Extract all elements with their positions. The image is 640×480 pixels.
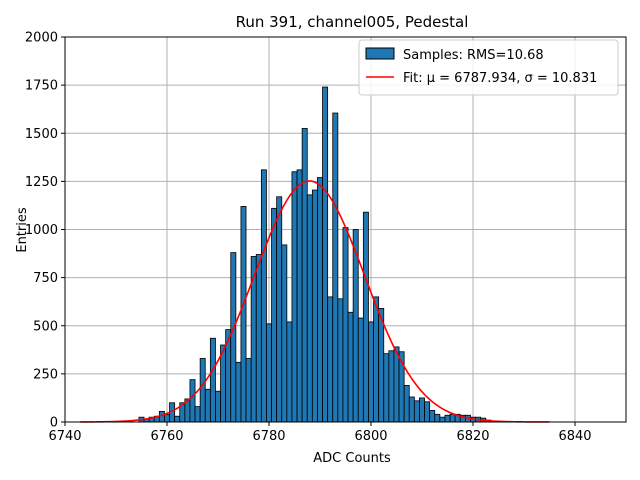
x-tick-label: 6820 <box>456 429 489 444</box>
histogram-bar <box>413 400 420 423</box>
histogram-bar <box>296 169 303 423</box>
y-axis-label: Entries <box>15 207 30 253</box>
histogram-bar <box>158 411 165 423</box>
histogram-bar <box>245 358 252 423</box>
y-tick-label: 500 <box>33 319 58 334</box>
histogram-bar <box>215 390 221 423</box>
x-tick-label: 6800 <box>354 429 387 444</box>
x-tick-label: 6840 <box>558 429 591 444</box>
histogram-bar <box>408 396 415 423</box>
histogram-bar <box>204 388 211 423</box>
legend-histogram-swatch <box>365 47 395 60</box>
histogram-bar <box>230 252 237 423</box>
chart-title: Run 391, channel005, Pedestal <box>236 13 469 31</box>
histogram-bar <box>378 308 385 423</box>
legend-fit-label: Fit: μ = 6787.934, σ = 10.831 <box>403 71 597 86</box>
histogram-bar <box>235 361 242 423</box>
histogram-bar <box>306 194 313 423</box>
x-tick-label: 6780 <box>252 429 285 444</box>
x-tick-label: 6740 <box>48 429 81 444</box>
histogram-bar <box>286 321 293 423</box>
legend: Samples: RMS=10.68 Fit: μ = 6787.934, σ … <box>358 39 619 96</box>
histogram-bar <box>429 410 436 423</box>
histogram-bar <box>311 189 318 423</box>
histogram-bar <box>194 406 201 423</box>
histogram-bar <box>388 350 395 423</box>
histogram-bar <box>424 401 431 423</box>
histogram-bar <box>220 344 227 423</box>
x-tick-label: 6760 <box>150 429 183 444</box>
x-axis-label: ADC Counts <box>313 451 391 466</box>
histogram-bar <box>164 413 170 423</box>
gaussian-fit-line <box>80 180 550 423</box>
histogram-bar <box>317 177 323 423</box>
legend-histogram-label: Samples: RMS=10.68 <box>403 48 544 63</box>
histogram-bar <box>271 207 278 423</box>
y-tick-label: 750 <box>33 271 58 286</box>
histogram-bar <box>174 415 181 423</box>
histogram-bar <box>347 311 354 423</box>
histogram-bar <box>301 128 308 423</box>
histogram-bar <box>383 353 390 423</box>
histogram-bar <box>255 254 262 423</box>
histogram-bar <box>342 227 349 423</box>
histogram-bar <box>337 298 344 423</box>
y-tick-label: 1000 <box>25 223 58 238</box>
histogram-bar <box>362 211 369 423</box>
histogram-bar <box>291 171 298 423</box>
histogram-bar <box>449 413 456 423</box>
histogram-bar <box>260 169 267 423</box>
histogram-bar <box>276 196 283 423</box>
histogram-bar <box>199 358 206 423</box>
histogram-bar <box>439 416 446 423</box>
histogram-bar <box>209 337 216 423</box>
histogram-bar <box>357 317 364 423</box>
histogram-bar <box>373 296 380 423</box>
histogram-bar <box>266 323 272 423</box>
histogram-bar <box>322 86 329 423</box>
histogram-bar <box>281 244 288 423</box>
y-tick-label: 1750 <box>25 79 58 94</box>
histogram-bar <box>332 112 339 423</box>
y-tick-label: 2000 <box>25 31 58 46</box>
histogram-bar <box>419 397 425 423</box>
y-tick-label: 0 <box>50 416 58 431</box>
histogram-bar <box>368 321 374 423</box>
legend-box <box>358 39 619 96</box>
y-axis-ticks: 0 250 500 750 1000 1250 1500 1750 2000 <box>25 31 65 431</box>
y-tick-label: 1500 <box>25 127 58 142</box>
histogram-bar <box>393 346 400 423</box>
histogram-bar <box>327 296 334 423</box>
histogram-bar <box>444 414 451 423</box>
histogram-bar <box>240 205 247 423</box>
y-tick-label: 250 <box>33 367 58 382</box>
y-tick-label: 1250 <box>25 175 58 190</box>
histogram-bar <box>434 413 441 423</box>
histogram-bar <box>403 385 410 423</box>
histogram-bar <box>189 379 196 423</box>
x-axis-ticks: 6740 6760 6780 6800 6820 6840 <box>48 422 592 444</box>
